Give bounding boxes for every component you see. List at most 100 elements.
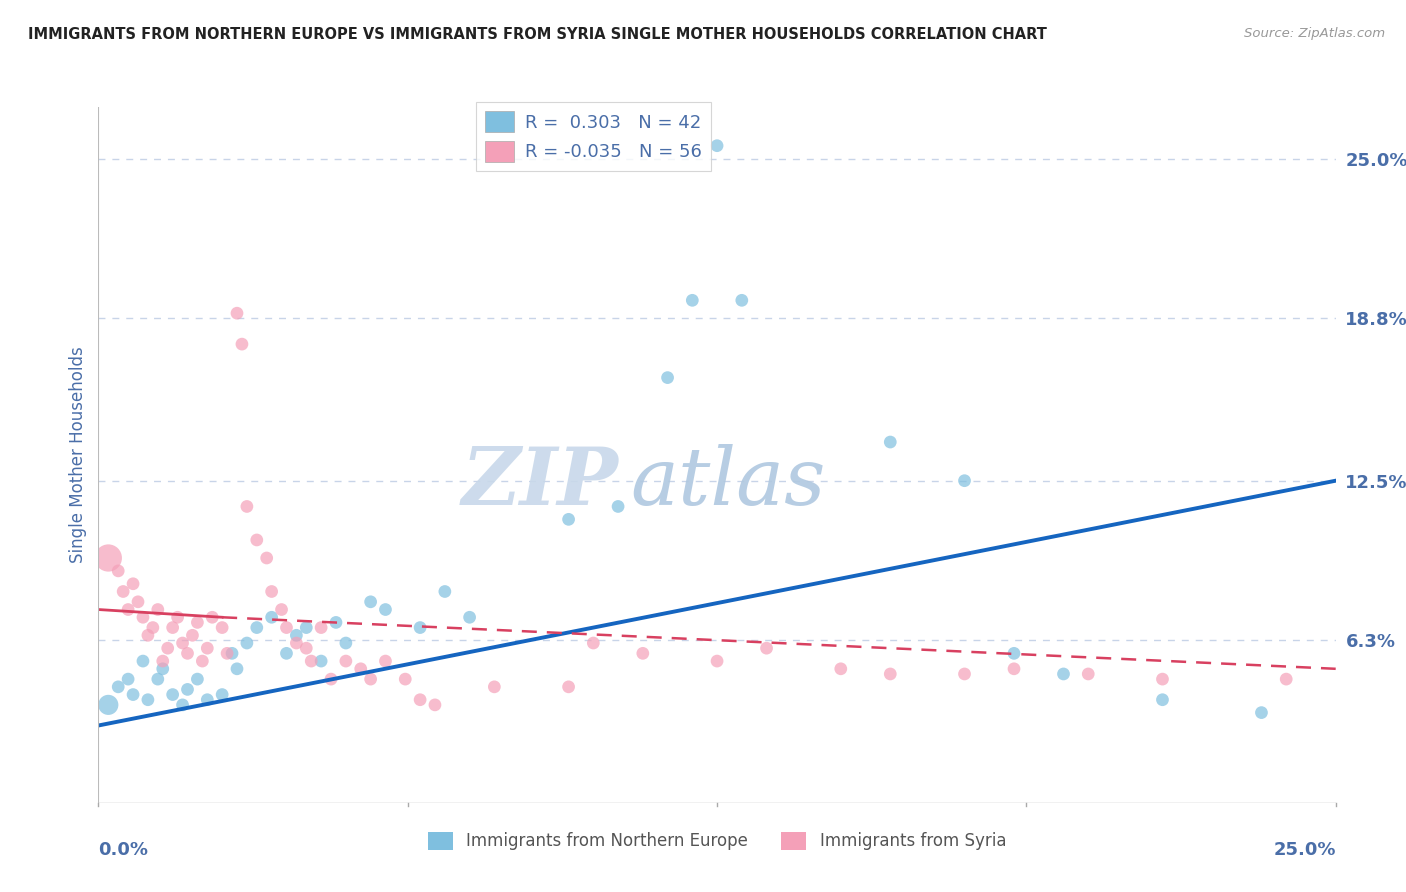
Point bbox=[117, 672, 139, 686]
Point bbox=[152, 654, 174, 668]
Point bbox=[186, 615, 208, 630]
Point bbox=[112, 584, 135, 599]
Point bbox=[350, 662, 373, 676]
Point bbox=[360, 595, 382, 609]
Point bbox=[295, 641, 318, 656]
Point bbox=[879, 435, 901, 450]
Point bbox=[172, 636, 194, 650]
Point bbox=[107, 564, 129, 578]
Point bbox=[246, 621, 269, 635]
Point bbox=[374, 654, 396, 668]
Point bbox=[117, 602, 139, 616]
Point bbox=[276, 621, 298, 635]
Point bbox=[191, 654, 214, 668]
Point bbox=[879, 667, 901, 681]
Point bbox=[706, 138, 728, 153]
Point bbox=[433, 584, 456, 599]
Point bbox=[107, 680, 129, 694]
Point bbox=[557, 680, 579, 694]
Point bbox=[325, 615, 347, 630]
Point bbox=[221, 646, 243, 660]
Point bbox=[409, 692, 432, 706]
Point bbox=[236, 500, 259, 514]
Point bbox=[256, 551, 278, 566]
Point bbox=[226, 306, 249, 320]
Point bbox=[260, 584, 283, 599]
Point bbox=[1275, 672, 1298, 686]
Legend: Immigrants from Northern Europe, Immigrants from Syria: Immigrants from Northern Europe, Immigra… bbox=[422, 825, 1012, 857]
Point bbox=[335, 654, 357, 668]
Point bbox=[1250, 706, 1272, 720]
Point bbox=[830, 662, 852, 676]
Point bbox=[122, 688, 145, 702]
Point bbox=[172, 698, 194, 712]
Point bbox=[276, 646, 298, 660]
Point bbox=[731, 293, 754, 308]
Point bbox=[181, 628, 204, 642]
Point bbox=[458, 610, 481, 624]
Point bbox=[299, 654, 322, 668]
Point bbox=[335, 636, 357, 650]
Point bbox=[681, 293, 703, 308]
Text: IMMIGRANTS FROM NORTHERN EUROPE VS IMMIGRANTS FROM SYRIA SINGLE MOTHER HOUSEHOLD: IMMIGRANTS FROM NORTHERN EUROPE VS IMMIG… bbox=[28, 27, 1047, 42]
Point bbox=[309, 654, 332, 668]
Point bbox=[260, 610, 283, 624]
Point bbox=[162, 621, 184, 635]
Point bbox=[295, 621, 318, 635]
Point bbox=[211, 688, 233, 702]
Point bbox=[582, 636, 605, 650]
Point bbox=[631, 646, 654, 660]
Point bbox=[423, 698, 446, 712]
Point bbox=[201, 610, 224, 624]
Point bbox=[1152, 672, 1174, 686]
Point bbox=[1077, 667, 1099, 681]
Point bbox=[97, 551, 120, 566]
Point bbox=[146, 672, 169, 686]
Point bbox=[755, 641, 778, 656]
Point bbox=[231, 337, 253, 351]
Point bbox=[136, 692, 159, 706]
Point bbox=[217, 646, 239, 660]
Text: atlas: atlas bbox=[630, 444, 825, 522]
Point bbox=[132, 654, 155, 668]
Point bbox=[246, 533, 269, 547]
Point bbox=[394, 672, 416, 686]
Point bbox=[152, 662, 174, 676]
Point bbox=[122, 576, 145, 591]
Point bbox=[211, 621, 233, 635]
Point bbox=[176, 682, 198, 697]
Point bbox=[657, 370, 679, 384]
Point bbox=[166, 610, 188, 624]
Point bbox=[236, 636, 259, 650]
Point bbox=[953, 667, 976, 681]
Point bbox=[1052, 667, 1074, 681]
Point bbox=[285, 636, 308, 650]
Point bbox=[270, 602, 292, 616]
Point bbox=[309, 621, 332, 635]
Point bbox=[176, 646, 198, 660]
Point bbox=[1152, 692, 1174, 706]
Text: ZIP: ZIP bbox=[461, 444, 619, 522]
Point bbox=[132, 610, 155, 624]
Point bbox=[285, 628, 308, 642]
Point bbox=[136, 628, 159, 642]
Point bbox=[146, 602, 169, 616]
Point bbox=[195, 692, 218, 706]
Text: 25.0%: 25.0% bbox=[1274, 841, 1336, 859]
Point bbox=[97, 698, 120, 712]
Point bbox=[557, 512, 579, 526]
Point bbox=[1002, 646, 1025, 660]
Point bbox=[1002, 662, 1025, 676]
Point bbox=[186, 672, 208, 686]
Point bbox=[706, 654, 728, 668]
Text: Source: ZipAtlas.com: Source: ZipAtlas.com bbox=[1244, 27, 1385, 40]
Point bbox=[195, 641, 218, 656]
Point bbox=[484, 680, 506, 694]
Point bbox=[360, 672, 382, 686]
Point bbox=[156, 641, 179, 656]
Point bbox=[374, 602, 396, 616]
Point bbox=[607, 500, 630, 514]
Point bbox=[409, 621, 432, 635]
Point bbox=[226, 662, 249, 676]
Point bbox=[142, 621, 165, 635]
